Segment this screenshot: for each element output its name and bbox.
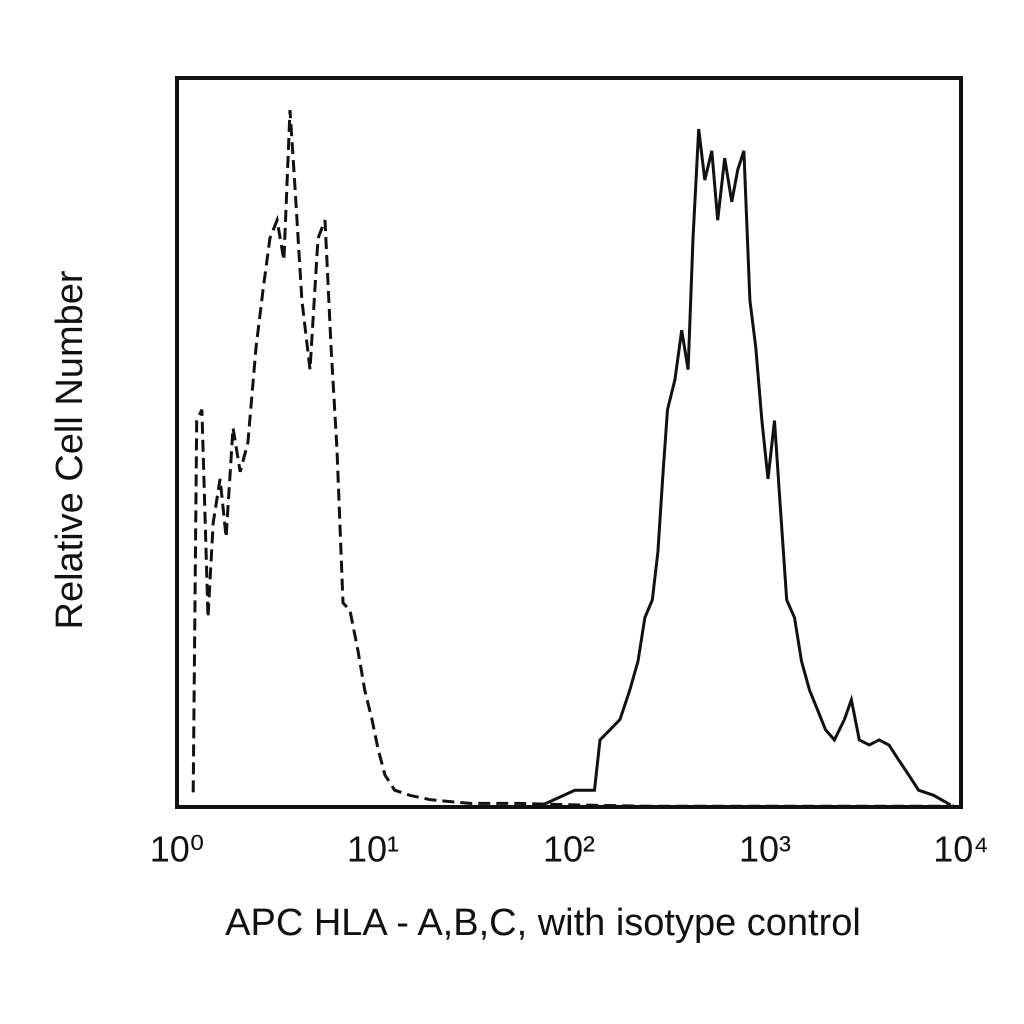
histogram-line [539,128,952,808]
x-axis-label: APC HLA - A,B,C, with isotype control [225,902,861,944]
plot-frame [175,76,963,809]
x-tick-label: 10¹ [347,829,399,870]
x-tick-label: 10³ [739,829,791,870]
y-axis-label: Relative Cell Number [49,270,91,629]
histogram-line [191,110,955,808]
x-tick-label: 10⁰ [150,829,204,870]
x-tick-label: 10⁴ [933,829,989,870]
x-tick-label: 10² [543,829,595,870]
